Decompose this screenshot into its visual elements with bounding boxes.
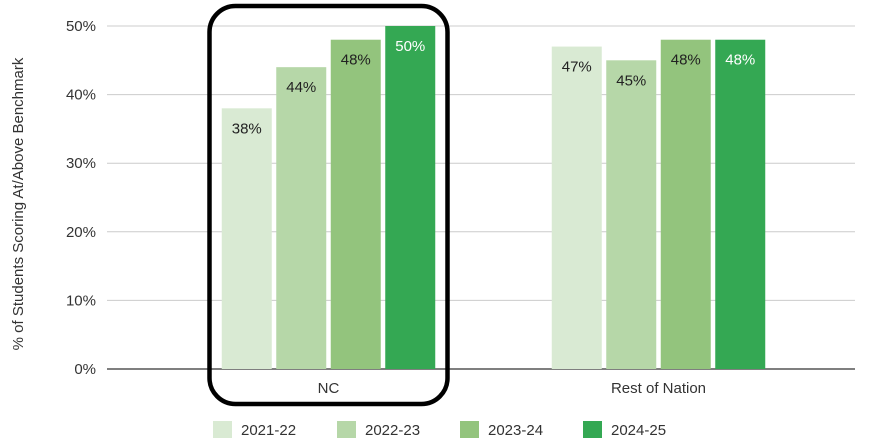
data-label: 48% xyxy=(341,52,371,69)
nc-highlight-box xyxy=(207,3,450,407)
y-tick-label: 0% xyxy=(74,361,96,378)
legend-swatch xyxy=(583,421,602,438)
legend: 2021-22 2022-23 2023-24 2024-25 xyxy=(213,421,666,439)
bar xyxy=(715,39,766,369)
data-labels: 38% 44% 48% 50% 47% 45% 48% 48% xyxy=(232,38,756,137)
bar xyxy=(385,26,436,369)
bars xyxy=(221,26,766,370)
legend-label: 2023-24 xyxy=(488,422,543,439)
legend-swatch xyxy=(213,421,232,438)
legend-label: 2021-22 xyxy=(241,422,296,439)
bar xyxy=(606,60,657,370)
x-tick-label: NC xyxy=(318,380,340,397)
data-label: 38% xyxy=(232,120,262,137)
data-label: 48% xyxy=(725,52,755,69)
data-label: 50% xyxy=(395,38,425,55)
legend-swatch xyxy=(460,421,479,438)
data-label: 48% xyxy=(671,52,701,69)
bar xyxy=(221,108,272,369)
data-label: 47% xyxy=(562,59,592,76)
x-axis-tick-labels: NC Rest of Nation xyxy=(318,380,706,397)
legend-label: 2022-23 xyxy=(365,422,420,439)
y-tick-label: 20% xyxy=(66,224,96,241)
bar xyxy=(330,39,381,369)
y-axis-title: % of Students Scoring At/Above Benchmark xyxy=(10,57,27,350)
y-tick-label: 10% xyxy=(66,292,96,309)
data-label: 44% xyxy=(286,79,316,96)
bar xyxy=(551,46,602,369)
x-tick-label: Rest of Nation xyxy=(611,380,706,397)
legend-swatch xyxy=(337,421,356,438)
data-label: 45% xyxy=(616,72,646,89)
y-tick-label: 40% xyxy=(66,87,96,104)
y-tick-label: 50% xyxy=(66,18,96,35)
y-axis-tick-labels: 0% 10% 20% 30% 40% 50% xyxy=(66,18,96,378)
bar xyxy=(276,67,327,369)
y-tick-label: 30% xyxy=(66,155,96,172)
legend-label: 2024-25 xyxy=(611,422,666,439)
bar xyxy=(660,39,711,369)
